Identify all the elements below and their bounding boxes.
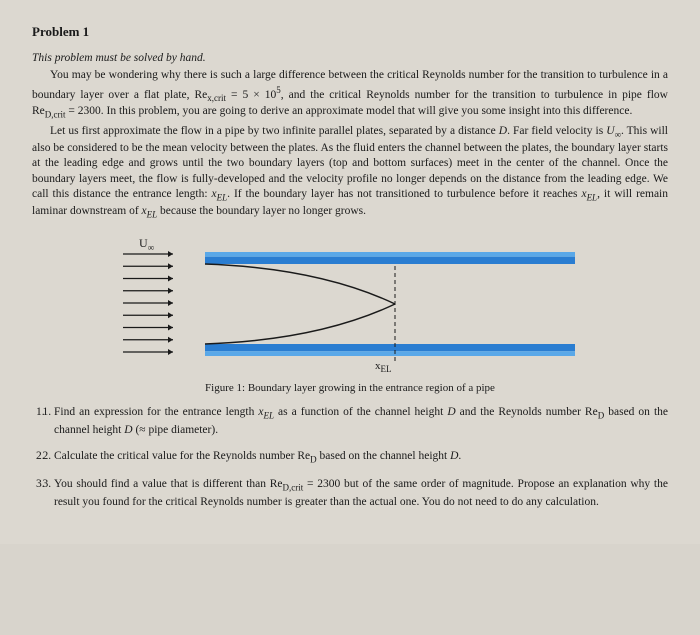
figure-container: U∞ xEL Figure 1: Boundary layer growing … <box>32 234 668 394</box>
question-1: 1. Find an expression for the entrance l… <box>54 404 668 438</box>
question-3: 3. You should find a value that is diffe… <box>54 476 668 510</box>
question-list: 1. Find an expression for the entrance l… <box>32 404 668 510</box>
paragraph-2: Let us first approximate the flow in a p… <box>32 124 668 220</box>
boundary-layer-figure: U∞ xEL <box>115 234 585 374</box>
figure-svg <box>115 234 585 374</box>
problem-page: Problem 1 This problem must be solved by… <box>0 0 700 544</box>
num-1: 1. <box>36 404 45 420</box>
num-3: 3. <box>36 476 45 492</box>
u-infinity-label: U∞ <box>139 236 154 252</box>
xel-label: xEL <box>375 360 392 374</box>
paragraph-1: You may be wondering why there is such a… <box>32 68 668 120</box>
hand-solve-note: This problem must be solved by hand. <box>32 52 668 64</box>
figure-caption: Figure 1: Boundary layer growing in the … <box>205 382 495 394</box>
question-2: 2. Calculate the critical value for the … <box>54 448 668 466</box>
num-2: 2. <box>36 448 45 464</box>
problem-title: Problem 1 <box>32 24 668 40</box>
